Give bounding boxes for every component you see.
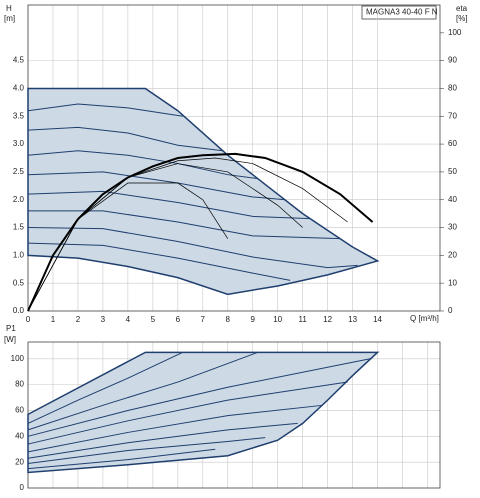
y2-tick-label: 100: [448, 28, 462, 37]
y-tick-label: 3.0: [13, 139, 25, 148]
x-tick-label: 0: [26, 315, 31, 324]
x-tick-label: 5: [151, 315, 156, 324]
x-tick-label: 14: [373, 315, 382, 324]
curve: [27, 422, 298, 459]
x-tick-label: 1: [51, 315, 56, 324]
curve: [27, 351, 258, 431]
y-tick-label: 4.0: [13, 84, 25, 93]
curve: [27, 190, 311, 220]
curve: [27, 242, 291, 281]
x-tick-label: 9: [251, 315, 256, 324]
x-axis-label: Q [m³/h]: [410, 314, 439, 323]
y-axis-unit: [W]: [4, 335, 16, 344]
y2-axis-label: eta: [456, 4, 468, 13]
y2-tick-label: 50: [448, 167, 457, 176]
x-tick-label: 12: [323, 315, 332, 324]
x-tick-label: 4: [126, 315, 131, 324]
y2-tick-label: 70: [448, 111, 457, 120]
x-tick-label: 8: [226, 315, 231, 324]
x-tick-label: 11: [299, 315, 308, 324]
y-tick-label: 2.5: [13, 167, 25, 176]
y2-tick-label: 60: [448, 139, 457, 148]
y-tick-label: 1.5: [13, 223, 25, 232]
y2-tick-label: 30: [448, 223, 457, 232]
y2-tick-label: 80: [448, 84, 457, 93]
y2-tick-label: 10: [448, 278, 457, 287]
y-tick-label: 0: [20, 483, 25, 492]
x-tick-label: 3: [101, 315, 106, 324]
curve: [27, 182, 229, 312]
curve: [27, 437, 266, 464]
y2-axis-unit: [%]: [456, 14, 468, 23]
curve: [27, 358, 371, 437]
y-tick-label: 1.0: [13, 250, 25, 259]
y-tick-label: 0.0: [13, 306, 25, 315]
y2-tick-label: 0: [448, 306, 453, 315]
y-tick-label: 100: [11, 354, 25, 363]
x-tick-label: 13: [348, 315, 357, 324]
y-tick-label: 4.5: [13, 56, 25, 65]
y-tick-label: 3.5: [13, 111, 25, 120]
operating-area: [27, 87, 380, 296]
y-tick-label: 40: [15, 431, 24, 440]
x-tick-label: 7: [201, 315, 206, 324]
operating-area: [27, 351, 380, 474]
y2-tick-label: 40: [448, 195, 457, 204]
y2-tick-label: 20: [448, 250, 457, 259]
y-axis-unit: [m]: [4, 14, 15, 23]
curve: [27, 448, 216, 470]
x-tick-label: 10: [273, 315, 282, 324]
y-axis-label: H: [6, 4, 12, 13]
curve: [27, 381, 348, 445]
chart-title: MAGNA3 40-40 F N: [366, 8, 438, 17]
y-tick-label: 80: [15, 380, 24, 389]
x-tick-label: 6: [176, 315, 181, 324]
y-tick-label: 2.0: [13, 195, 25, 204]
curve: [27, 227, 358, 269]
x-tick-label: 2: [76, 315, 81, 324]
curve: [27, 126, 223, 152]
curve: [27, 351, 184, 424]
y-tick-label: 20: [15, 457, 24, 466]
y2-tick-label: 90: [448, 56, 457, 65]
curve: [27, 404, 323, 453]
title-box: [361, 5, 437, 20]
y-axis-label: P1: [6, 324, 16, 333]
y-tick-label: 60: [15, 406, 24, 415]
curve: [27, 103, 183, 117]
y-tick-label: 0.5: [13, 278, 25, 287]
curve: [28, 210, 341, 240]
